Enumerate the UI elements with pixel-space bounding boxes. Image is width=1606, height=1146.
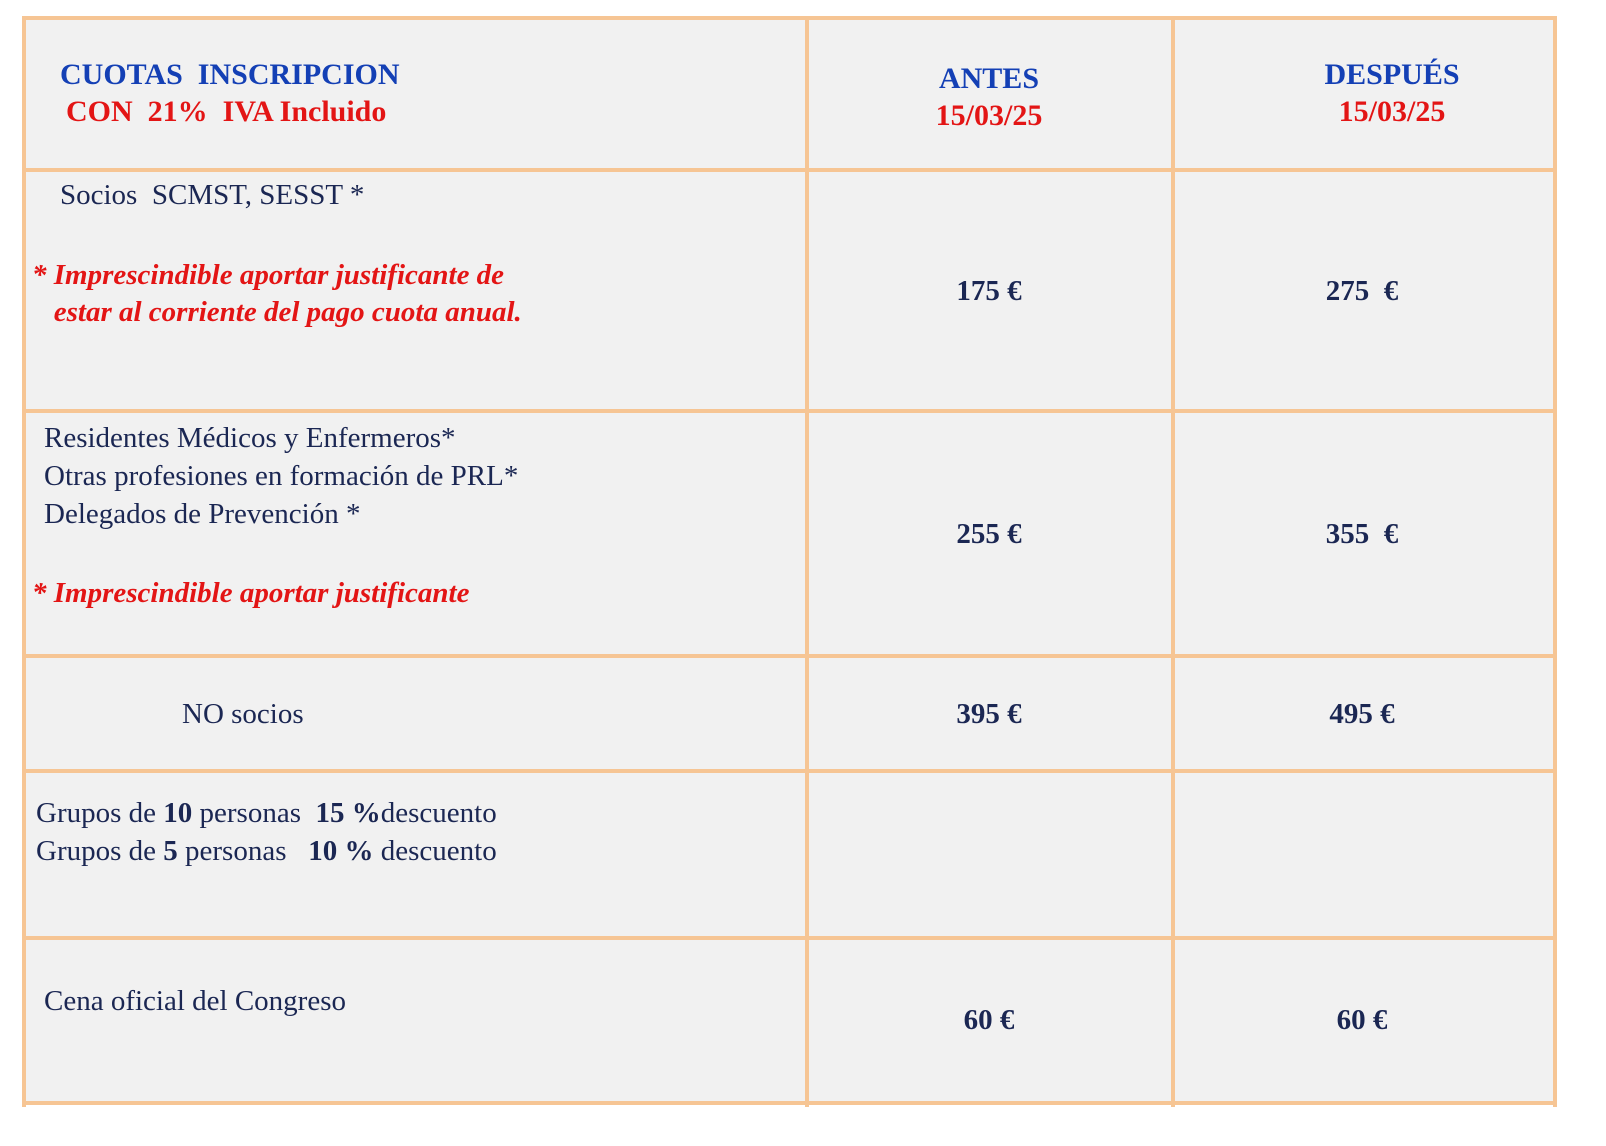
table-title: CUOTAS INSCRIPCION [60,58,400,91]
text: Grupos de [36,835,164,867]
fees-table: CUOTAS INSCRIPCION CON 21% IVA Incluido … [22,16,1557,1107]
discount-percent: 10 % [308,835,374,867]
price-before: 60 € [963,1004,1015,1036]
row-label: Delegados de Prevención * [44,498,361,530]
group-size: 10 [163,797,193,829]
divider [22,16,26,1107]
divider [22,936,1557,940]
divider [22,654,1557,658]
group-discount-line: Grupos de 10 personas 15 %descuento [36,794,497,832]
col-before-label: ANTES [938,62,1040,95]
divider [22,168,1557,172]
divider [1171,16,1175,1107]
row-label: NO socios [182,698,304,730]
col-after-label: DESPUÉS [1324,58,1460,91]
group-discount-line: Grupos de 5 personas 10 % descuento [36,832,497,870]
price-after: 275 € [1325,275,1399,307]
discount-percent: 15 % [315,797,381,829]
row-label: Socios SCMST, SESST * [60,179,365,211]
divider [1553,16,1557,1107]
text: personas [192,797,316,829]
text: descuento [380,797,497,829]
divider [22,1101,1557,1105]
row-label: Otras profesiones en formación de PRL* [44,460,519,492]
divider [22,16,1557,20]
price-before: 175 € [956,275,1022,307]
divider [22,409,1557,413]
price-after: 60 € [1336,1004,1388,1036]
divider [805,16,809,1107]
price-before: 255 € [956,518,1022,550]
divider [22,769,1557,773]
row-note: * Imprescindible aportar justificante [32,577,470,609]
row-note: estar al corriente del pago cuota anual. [32,296,522,328]
text: descuento [373,835,497,867]
row-label: Residentes Médicos y Enfermeros* [44,422,456,454]
text: personas [177,835,309,867]
row-note: * Imprescindible aportar justificante de [32,259,505,291]
price-after: 495 € [1329,698,1395,730]
row-label: Cena oficial del Congreso [44,985,346,1017]
text: Grupos de [36,797,164,829]
price-before: 395 € [956,698,1022,730]
col-after-date: 15/03/25 [1338,95,1446,128]
table-subtitle: CON 21% IVA Incluido [66,95,387,128]
col-before-date: 15/03/25 [935,99,1043,132]
group-size: 5 [163,835,178,867]
price-after: 355 € [1325,518,1399,550]
